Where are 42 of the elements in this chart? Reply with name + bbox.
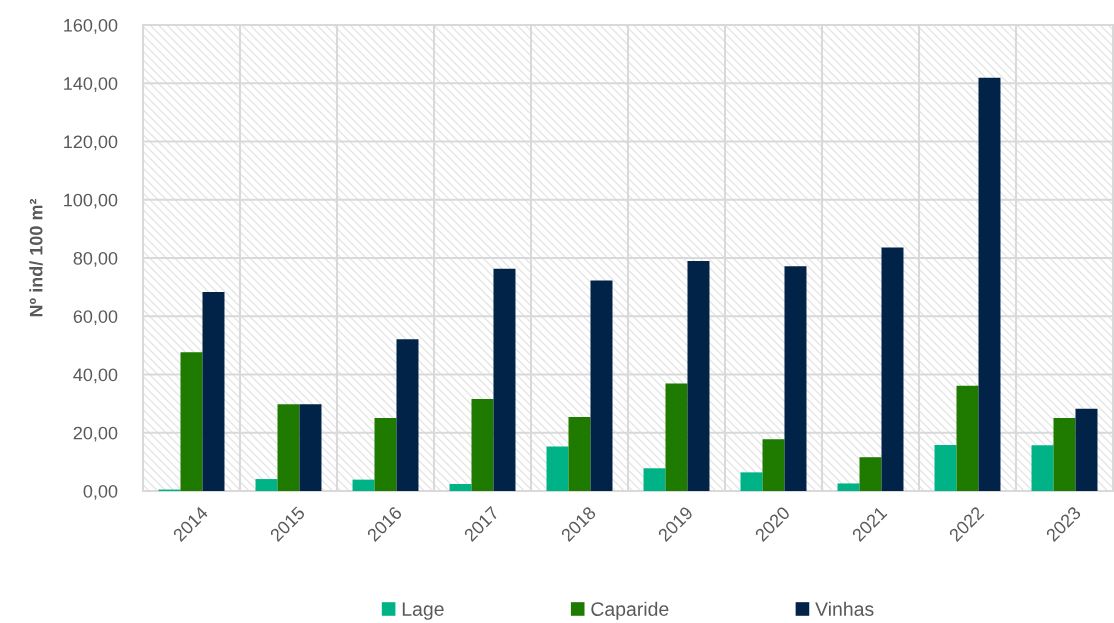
legend-label: Lage [402,602,444,620]
bar [352,479,375,491]
y-tick-label: 80,00 [73,251,118,267]
bar [568,417,591,491]
bar [546,446,569,491]
bar [643,468,666,491]
bar [493,268,516,491]
bar [837,483,860,491]
y-tick-label: 20,00 [73,426,118,442]
y-tick-label: 140,00 [64,77,118,93]
y-axis-title: Nº ind/ 100 m² [29,198,43,317]
bar [956,385,979,491]
bar [1031,445,1054,491]
bar [1053,417,1076,491]
bar [590,280,613,491]
y-tick-label: 120,00 [64,135,118,151]
bar [1075,408,1098,491]
bar [202,292,225,491]
legend-label: Caparide [591,601,669,620]
bar [180,352,203,491]
bar [859,457,882,491]
bar [471,398,494,491]
bar [784,266,807,491]
legend-label: Vinhas [815,601,874,616]
bar [665,383,688,491]
y-tick-label: 100,00 [64,193,118,209]
y-tick-label: 60,00 [73,310,118,326]
y-tick-label: 0,00 [83,484,118,500]
bar [396,339,419,491]
bar [449,484,472,491]
bar [299,404,322,491]
bar [255,479,278,491]
bar [374,417,397,491]
bar [740,472,763,491]
bar [881,247,904,491]
bar [762,439,785,491]
y-tick-label: 40,00 [73,368,118,384]
bar [978,77,1001,491]
bar [934,444,957,491]
y-tick-label: 160,00 [64,18,118,34]
bar [277,404,300,491]
bar [687,260,710,491]
